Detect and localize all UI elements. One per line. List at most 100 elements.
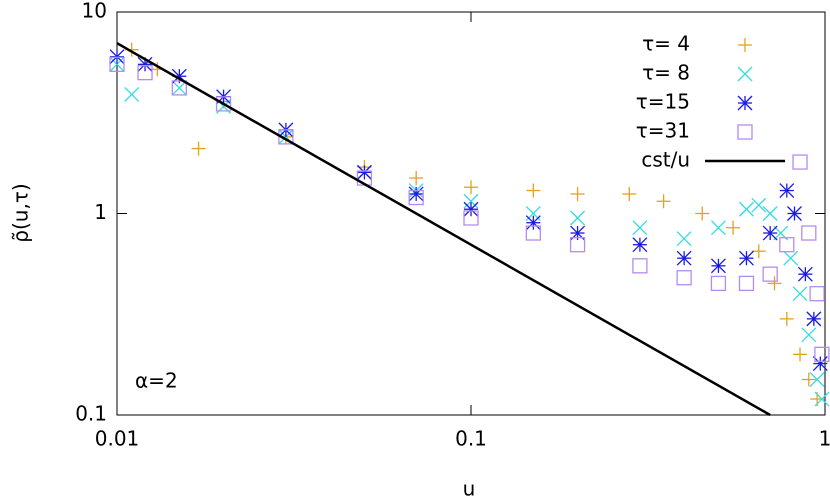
y-axis-label: ρ̃(u,τ)	[9, 183, 33, 242]
legend-label: τ=15	[636, 90, 690, 114]
point	[779, 237, 795, 253]
point	[739, 250, 754, 266]
point	[762, 206, 778, 221]
point	[751, 244, 766, 259]
x-axis-label: u	[463, 477, 476, 501]
point-stroke	[773, 225, 789, 241]
point-stroke	[801, 327, 817, 343]
point	[676, 231, 692, 247]
point	[137, 56, 153, 72]
legend-marker-stroke	[737, 66, 753, 82]
point	[767, 276, 782, 291]
point-box	[792, 154, 808, 170]
point	[814, 391, 830, 407]
point	[632, 220, 648, 236]
point-stroke	[812, 356, 828, 372]
point	[762, 266, 778, 282]
point	[787, 206, 802, 221]
legend-label: τ= 4	[642, 32, 690, 56]
point-box	[801, 225, 817, 241]
point	[109, 56, 125, 72]
point	[632, 237, 648, 253]
point-stroke	[109, 56, 125, 72]
point	[762, 225, 778, 241]
point-box	[738, 275, 755, 292]
point	[783, 250, 799, 266]
point	[109, 56, 125, 72]
point	[570, 186, 585, 201]
point-stroke	[137, 56, 153, 72]
point	[656, 194, 671, 209]
point	[797, 266, 813, 282]
point-stroke	[797, 266, 813, 282]
legend-marker-stroke	[737, 95, 753, 111]
point	[278, 129, 294, 145]
point	[463, 210, 479, 226]
point	[124, 86, 140, 102]
point	[814, 346, 830, 362]
point	[409, 171, 424, 186]
point	[463, 193, 479, 209]
point-stroke	[632, 220, 648, 236]
point	[632, 258, 648, 274]
point-stroke	[739, 201, 754, 217]
point	[215, 96, 232, 112]
point	[726, 220, 741, 235]
point-stroke	[278, 129, 294, 145]
point-stroke	[809, 372, 825, 387]
point	[809, 286, 825, 302]
point-box	[710, 275, 727, 292]
point-stroke	[814, 391, 830, 407]
point	[171, 80, 187, 96]
point-stroke	[632, 237, 648, 253]
point	[191, 141, 206, 156]
point-stroke	[171, 80, 187, 96]
point	[171, 80, 187, 96]
legend-marker	[737, 66, 753, 82]
point	[525, 225, 541, 241]
point	[569, 237, 586, 253]
point	[463, 201, 479, 217]
point-stroke	[787, 206, 802, 221]
point-box	[463, 210, 479, 226]
point	[779, 311, 794, 326]
point	[806, 311, 822, 327]
point	[710, 258, 726, 274]
point-stroke	[676, 231, 692, 247]
x-tick-label: 0.01	[95, 427, 140, 451]
point-stroke	[783, 250, 799, 266]
point	[356, 164, 372, 180]
point	[710, 220, 726, 236]
point	[792, 154, 808, 170]
point-stroke	[806, 311, 822, 327]
x-tick-label: 1	[819, 427, 830, 451]
point	[801, 225, 817, 241]
point-box	[278, 129, 294, 145]
point	[570, 210, 586, 226]
point	[738, 275, 755, 292]
point	[792, 286, 808, 302]
x-tick-label: 0.1	[455, 427, 487, 451]
point	[793, 347, 808, 362]
legend-marker	[738, 38, 752, 52]
point-stroke	[710, 220, 726, 236]
point	[676, 270, 692, 286]
point	[408, 189, 424, 206]
point-box	[171, 80, 187, 96]
point-stroke	[463, 201, 479, 217]
point	[739, 201, 754, 217]
point	[779, 183, 795, 199]
point-stroke	[762, 225, 778, 241]
point-box	[137, 65, 153, 81]
legend-label: τ=31	[636, 119, 690, 143]
point-stroke	[676, 250, 692, 266]
point-box	[632, 258, 648, 274]
point-box	[569, 237, 586, 253]
point	[801, 327, 817, 343]
point	[464, 180, 478, 195]
point-box	[215, 96, 232, 112]
legend-label: τ= 8	[642, 61, 690, 85]
legend-marker-box	[737, 124, 753, 140]
point-box	[676, 270, 692, 286]
